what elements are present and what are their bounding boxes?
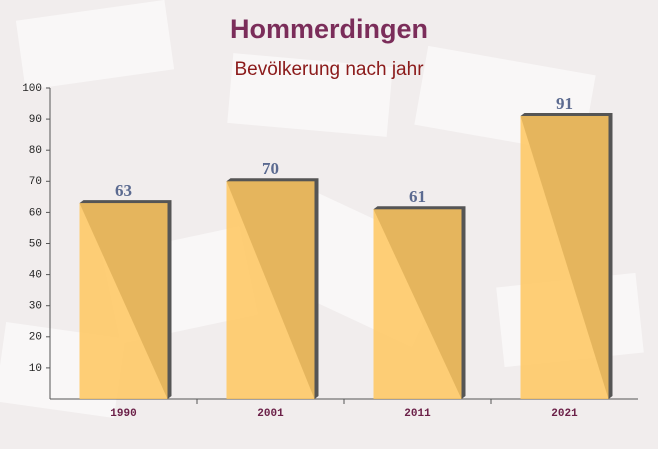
x-tick-label: 1990	[110, 408, 136, 420]
x-tick-label: 2021	[551, 408, 578, 420]
bar	[520, 115, 609, 400]
chart-subtitle: Bevölkerung nach jahr	[234, 59, 424, 80]
bar	[226, 181, 315, 399]
y-tick-label: 30	[29, 301, 42, 313]
chart-title: Hommerdingen	[230, 14, 428, 44]
y-tick-label: 40	[29, 270, 42, 282]
x-tick-label: 2001	[257, 408, 284, 420]
x-tick-label: 2011	[404, 408, 431, 420]
value-label: 61	[409, 187, 426, 206]
value-label: 91	[556, 94, 573, 113]
value-label: 70	[262, 159, 279, 178]
bar	[373, 209, 462, 399]
y-tick-label: 50	[29, 238, 42, 250]
y-tick-label: 70	[29, 176, 42, 188]
y-tick-label: 90	[29, 114, 42, 126]
y-tick-label: 100	[22, 83, 42, 95]
y-tick-label: 10	[29, 363, 42, 375]
bar	[79, 203, 168, 399]
y-tick-label: 20	[29, 332, 42, 344]
y-tick-label: 60	[29, 207, 42, 219]
value-label: 63	[115, 181, 132, 200]
y-tick-label: 80	[29, 145, 42, 157]
